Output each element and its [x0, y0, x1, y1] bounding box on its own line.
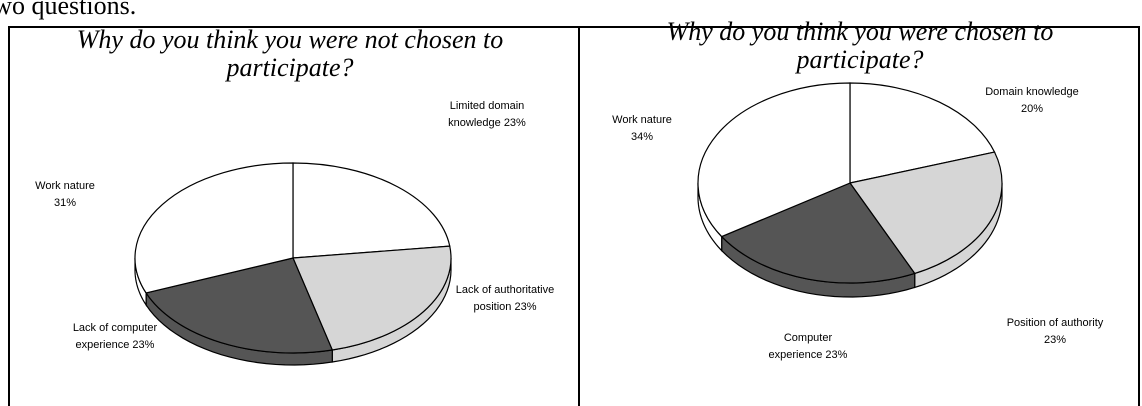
- slice: [292, 245, 452, 351]
- label-category: Work nature: [35, 180, 95, 192]
- slice: [848, 151, 1003, 275]
- label-category: Lack of computer experience: [72, 322, 158, 351]
- label-category: Domain knowledge: [985, 86, 1079, 98]
- data-label: Computer experience 23%: [768, 330, 848, 364]
- label-value: 23%: [514, 301, 537, 313]
- label-category: Limited domain knowledge: [448, 100, 525, 129]
- label-category: Work nature: [612, 114, 672, 126]
- data-label: Domain knowledge 20%: [977, 84, 1087, 118]
- data-label: Position of authority 23%: [1005, 315, 1105, 349]
- chart-title: Why do you think you were not chosen to …: [76, 25, 504, 82]
- data-label: Lack of authoritative position 23%: [455, 282, 555, 316]
- slice: [849, 82, 996, 184]
- label-value: 23%: [132, 339, 155, 351]
- slice: [145, 257, 334, 354]
- label-value: 31%: [53, 197, 77, 209]
- caption: two questions.: [0, 0, 137, 20]
- slice: [292, 162, 451, 259]
- slice: [697, 82, 851, 238]
- label-value: 34%: [630, 131, 654, 143]
- slice: [134, 162, 294, 294]
- panel: [578, 26, 1140, 406]
- label-category: Position of authority: [1006, 317, 1104, 329]
- chart-title: Why do you think you were chosen to part…: [666, 17, 1054, 74]
- data-label: Work nature 34%: [602, 112, 682, 146]
- label-value: 23%: [503, 117, 526, 129]
- label-value: 23%: [1043, 334, 1067, 346]
- slice: [720, 182, 916, 284]
- label-value: 23%: [825, 349, 848, 361]
- label-category: Lack of authoritative position: [455, 284, 555, 313]
- label-category: Computer experience: [768, 332, 833, 361]
- data-label: Limited domain knowledge 23%: [441, 98, 533, 132]
- data-label: Lack of computer experience 23%: [70, 320, 160, 354]
- data-label: Work nature 31%: [25, 178, 105, 212]
- label-value: 20%: [1020, 103, 1044, 115]
